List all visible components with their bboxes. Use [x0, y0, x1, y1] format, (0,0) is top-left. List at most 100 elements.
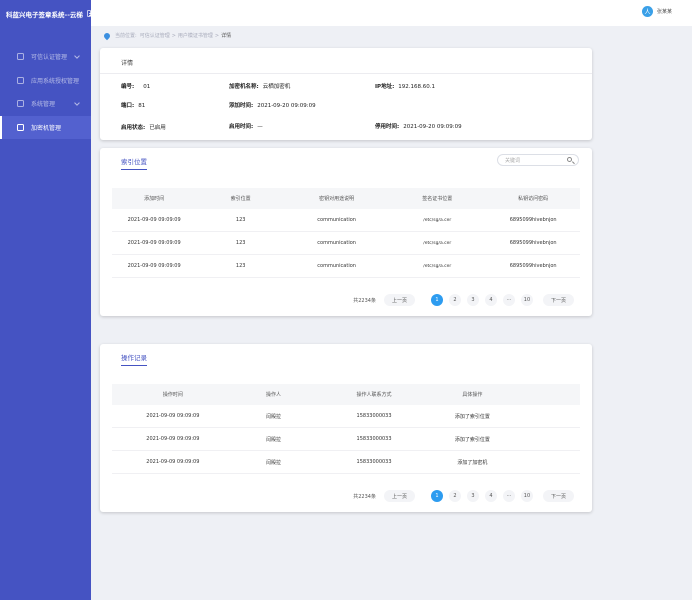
table-cell: /etc/sg/a.cer — [423, 263, 452, 269]
monitor-icon — [17, 123, 24, 131]
sidebar-item-trusted-auth[interactable]: 可信认证管理 — [0, 45, 91, 69]
index-card: 索引位置 关键词 添加时间 索引位置 密钥对用途说明 签名证书位置 私钥访问密码… — [100, 148, 592, 316]
sidebar-item-app-auth[interactable]: 应用系统授权管理 — [0, 69, 91, 93]
ops-table: 操作时间 操作人 操作人联系方式 具体操作 2021-09-09 09:09:0… — [112, 384, 580, 474]
pagination-total: 共2234条 — [353, 493, 376, 500]
table-cell: 123 — [235, 240, 246, 246]
prev-page-button[interactable]: 上一页 — [383, 490, 415, 502]
table-row: 2021-09-09 09:09:09 123 communication /e… — [112, 209, 580, 232]
column-header: 操作人联系方式 — [356, 392, 392, 398]
avatar: 人 — [641, 6, 653, 17]
column-header: 操作人 — [265, 392, 281, 398]
next-page-button[interactable]: 下一页 — [542, 490, 574, 502]
ops-card: 操作记录 操作时间 操作人 操作人联系方式 具体操作 2021-09-09 09… — [100, 344, 592, 512]
table-row: 2021-09-09 09:09:09 闫殿拉 15833000033 添加了加… — [112, 451, 580, 474]
page-button-10[interactable]: 10 — [520, 294, 533, 306]
menu-toggle-icon[interactable] — [86, 10, 93, 17]
page-button-3[interactable]: 3 — [466, 490, 479, 502]
app-title: 科蓝兴电子签章系统--云梯 — [6, 10, 83, 19]
breadcrumb-item-user-cert[interactable]: 用户模证书管理 — [177, 33, 213, 39]
breadcrumb-prefix: 当前位置: — [115, 33, 137, 39]
field-status: 启用状态: 已启用 — [121, 125, 166, 131]
sidebar-item-label: 系统管理 — [31, 101, 56, 109]
table-cell: 添加了索引位置 — [454, 413, 490, 420]
page-button-10[interactable]: 10 — [520, 490, 533, 502]
table-cell: /etc/sg/a.cer — [423, 240, 452, 246]
index-table: 添加时间 索引位置 密钥对用途说明 签名证书位置 私钥访问密码 2021-09-… — [112, 188, 580, 278]
prev-page-button[interactable]: 上一页 — [383, 294, 415, 306]
divider — [100, 73, 592, 74]
table-cell: /etc/sg/a.cer — [423, 217, 452, 223]
field-disable-time: 停用时间: 2021-09-20 09:09:09 — [375, 124, 462, 130]
table-cell: 123 — [235, 263, 246, 269]
column-header: 签名证书位置 — [422, 196, 453, 202]
table-cell: 闫殿拉 — [265, 459, 281, 466]
table-cell: 闫殿拉 — [265, 413, 281, 420]
table-cell: 2021-09-09 09:09:09 — [127, 263, 181, 269]
page-button-1[interactable]: 1 — [430, 490, 443, 502]
table-cell: 15833000033 — [356, 413, 392, 419]
page-ellipsis[interactable]: ··· — [502, 294, 515, 306]
pagination: 共2234条 上一页 1 2 3 4 ··· 10 下一页 — [353, 490, 574, 502]
detail-card: 详情 编号: 01 加密机名称: 云栖加密机 IP地址: 192.168.60.1 端… — [100, 48, 592, 140]
tab-operation-records[interactable]: 操作记录 — [121, 352, 147, 366]
table-cell: communication — [317, 240, 356, 246]
pagination-total: 共2234条 — [353, 297, 376, 304]
table-cell: 6895099hivebnjon — [509, 240, 557, 246]
page-button-4[interactable]: 4 — [484, 294, 497, 306]
chevron-down-icon — [74, 100, 80, 106]
field-name: 加密机名称: 云栖加密机 — [229, 84, 291, 90]
column-header: 密钥对用途说明 — [319, 196, 355, 202]
shield-icon — [17, 76, 24, 84]
breadcrumb-item-current: 详情 — [221, 33, 232, 39]
table-header: 添加时间 索引位置 密钥对用途说明 签名证书位置 私钥访问密码 — [112, 188, 580, 209]
table-cell: 2021-09-09 09:09:09 — [146, 413, 200, 419]
table-cell: 添加了加密机 — [457, 459, 488, 466]
table-cell: 6895099hivebnjon — [509, 263, 557, 269]
breadcrumb-separator: > — [214, 32, 220, 39]
sidebar: 科蓝兴电子签章系统--云梯 可信认证管理 应用系统授权管理 系统管理 加密机管理 — [0, 0, 93, 600]
page-button-1[interactable]: 1 — [430, 294, 443, 306]
page-button-2[interactable]: 2 — [448, 490, 461, 502]
sidebar-nav: 可信认证管理 应用系统授权管理 系统管理 加密机管理 — [0, 45, 91, 139]
search-input[interactable]: 关键词 — [497, 154, 579, 166]
table-cell: communication — [317, 217, 356, 223]
breadcrumb-item-trusted-auth[interactable]: 可信认证管理 — [139, 33, 170, 39]
sidebar-item-encryptor[interactable]: 加密机管理 — [0, 115, 91, 139]
window-icon — [17, 53, 24, 61]
page-button-2[interactable]: 2 — [448, 294, 461, 306]
pagination: 共2234条 上一页 1 2 3 4 ··· 10 下一页 — [353, 294, 574, 306]
table-cell: 2021-09-09 09:09:09 — [127, 240, 181, 246]
column-header: 私钥访问密码 — [518, 196, 549, 202]
table-cell: 2021-09-09 09:09:09 — [146, 436, 200, 442]
table-cell: 2021-09-09 09:09:09 — [127, 217, 181, 223]
table-cell: 添加了索引位置 — [454, 436, 490, 443]
user-name: 张某某 — [656, 9, 672, 15]
chevron-down-icon — [74, 53, 80, 59]
column-header: 操作时间 — [162, 392, 183, 398]
search-icon[interactable] — [567, 157, 572, 162]
table-row: 2021-09-09 09:09:09 闫殿拉 15833000033 添加了索… — [112, 405, 580, 428]
sidebar-item-label: 加密机管理 — [31, 124, 62, 132]
tab-index-location[interactable]: 索引位置 — [121, 156, 147, 170]
page-ellipsis[interactable]: ··· — [502, 490, 515, 502]
table-cell: 123 — [235, 217, 246, 223]
users-icon — [17, 100, 24, 108]
top-header: 人 张某某 — [91, 0, 692, 26]
field-code: 编号: 01 — [121, 84, 151, 90]
location-pin-icon — [102, 31, 112, 40]
column-header: 添加时间 — [144, 196, 165, 202]
app-logo: 科蓝兴电子签章系统--云梯 — [0, 0, 93, 27]
breadcrumb-separator: > — [171, 32, 176, 39]
sidebar-item-label: 应用系统授权管理 — [31, 77, 80, 85]
next-page-button[interactable]: 下一页 — [542, 294, 574, 306]
table-row: 2021-09-09 09:09:09 123 communication /e… — [112, 255, 580, 278]
table-cell: 闫殿拉 — [265, 436, 281, 443]
table-cell: 15833000033 — [356, 436, 392, 442]
field-enable-time: 启用时间: — — [229, 124, 263, 130]
field-add-time: 添加时间: 2021-09-20 09:09:09 — [229, 103, 316, 109]
page-button-4[interactable]: 4 — [484, 490, 497, 502]
sidebar-item-system[interactable]: 系统管理 — [0, 92, 91, 116]
page-button-3[interactable]: 3 — [466, 294, 479, 306]
user-menu[interactable]: 人 张某某 — [641, 6, 672, 17]
